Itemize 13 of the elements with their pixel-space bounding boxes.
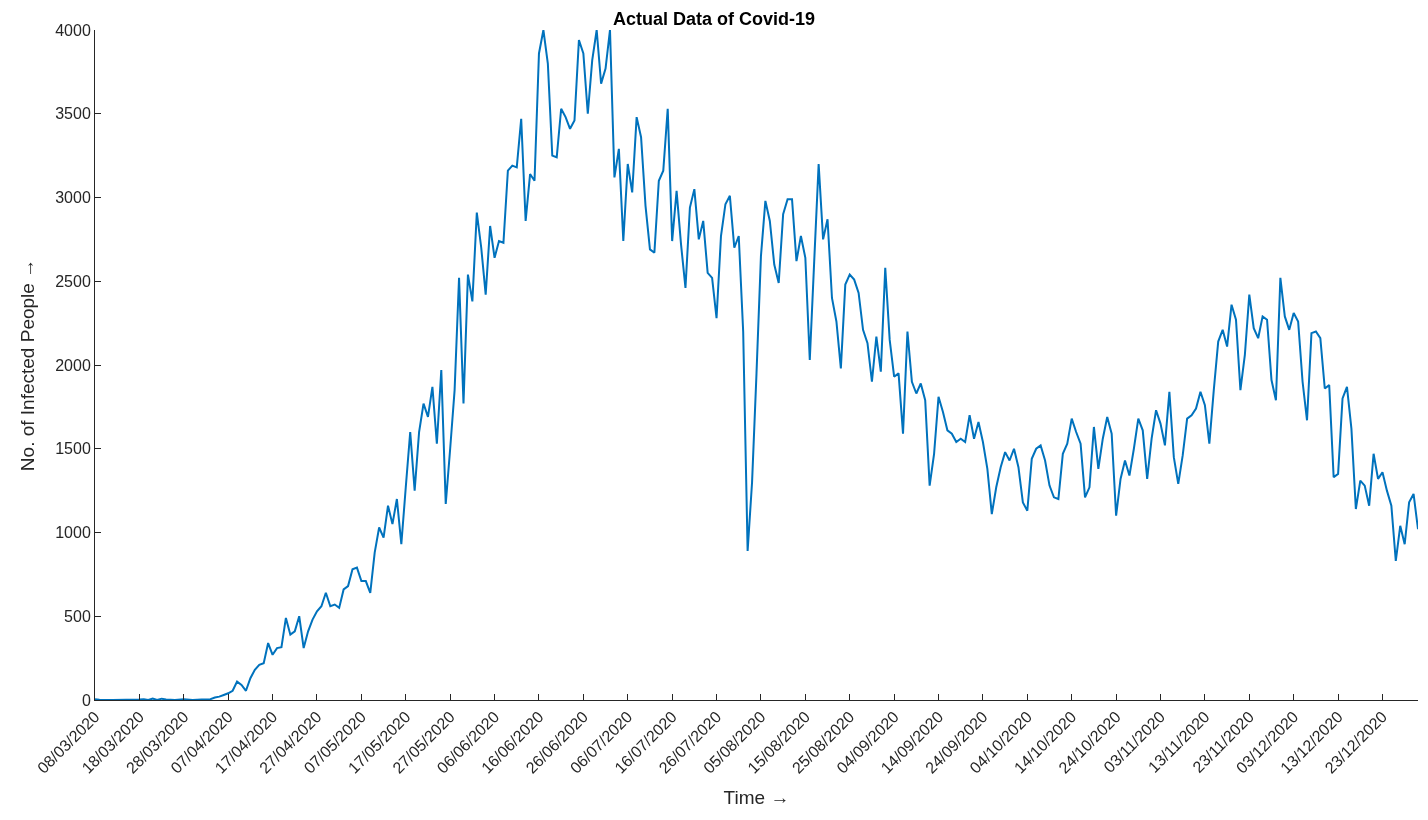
y-tick-label: 2000	[55, 356, 91, 374]
y-tick-label: 4000	[55, 21, 91, 39]
y-tick-label: 1500	[55, 440, 91, 458]
y-tick-label: 1000	[55, 524, 91, 542]
line-series	[95, 30, 1418, 700]
y-tick-label: 0	[81, 691, 91, 709]
y-axis-title: No. of Infected People →	[17, 258, 39, 472]
y-tick-label: 2500	[55, 272, 91, 290]
x-axis-title: Time →	[723, 787, 790, 809]
chart-title: Actual Data of Covid-19	[612, 8, 816, 29]
y-tick-label: 3000	[55, 189, 91, 207]
y-tick-label: 3500	[55, 105, 91, 123]
y-tick-label: 500	[64, 607, 91, 625]
